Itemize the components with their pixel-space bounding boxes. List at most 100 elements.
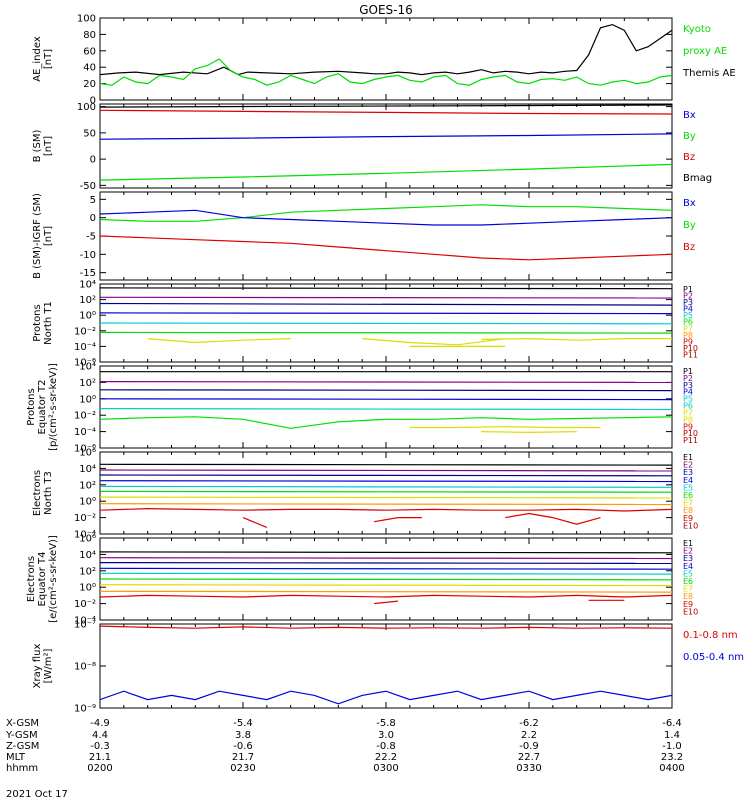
y-tick-label: 10² (79, 566, 96, 577)
series-label: E8 (683, 506, 693, 515)
series-line-e6 (100, 578, 672, 581)
series-group (100, 625, 672, 705)
y-tick-label: 10⁰ (79, 583, 96, 594)
y-tick-label: 10² (79, 480, 96, 491)
series-line-e3 (100, 474, 672, 477)
ephem-value: 3.8 (235, 730, 251, 741)
series-line-e10 (505, 512, 601, 525)
series-line-p3 (100, 302, 672, 306)
y-axis-label: ProtonsNorth T1 (32, 301, 54, 345)
series-line-p7 (409, 426, 601, 429)
y-tick-label: 10⁰ (79, 497, 96, 508)
y-tick-label: 10⁴ (79, 464, 96, 475)
series-label: P6 (683, 318, 693, 327)
series-label: P9 (683, 422, 693, 431)
ephem-value: -6.2 (519, 718, 539, 729)
series-label: E1 (683, 539, 693, 548)
y-tick-label: 10² (79, 295, 96, 306)
series-group (100, 204, 672, 261)
y-tick-label: 10² (79, 378, 96, 389)
panel-7: 10⁶ 10⁴ 10² 10⁰ 10⁻² 10⁻⁴ ElectronsEquator T4[… (26, 534, 698, 627)
series-label: E7 (683, 499, 693, 508)
series-label: Bz (683, 152, 695, 163)
series-line-0-05-0-4-nm (100, 690, 672, 705)
series-label: E10 (683, 521, 698, 530)
series-label: P6 (683, 402, 693, 411)
series-label: P8 (683, 331, 693, 340)
y-axis-label: AE_index[nT] (32, 36, 54, 82)
series-line-e2 (100, 557, 672, 560)
series-label: E1 (683, 453, 693, 462)
series-label: P10 (683, 344, 698, 353)
series-line-e8 (100, 590, 672, 593)
series-label: P9 (683, 337, 693, 346)
panel-8: 10⁻⁷ 10⁻⁸ 10⁻⁹ Xray flux[W/m²] 0.1-0.8 nm 0.0… (32, 620, 744, 715)
series-line-e2 (100, 469, 672, 472)
series-line-e7 (100, 496, 672, 499)
ephem-value: 22.2 (375, 752, 397, 763)
panel-4: 10⁴ 10² 10⁰ 10⁻² 10⁻⁴ 10⁻⁶ ProtonsNorth T1 P1P2… (32, 280, 698, 369)
series-line-p8 (481, 431, 577, 434)
y-tick-label: 80 (83, 30, 96, 41)
y-tick-label: 5 (90, 195, 96, 206)
series-group (100, 287, 672, 347)
panel-frame (99, 191, 673, 281)
series-line-p7 (362, 338, 506, 346)
series-label: E6 (683, 577, 693, 586)
series-line-p4 (100, 398, 672, 401)
ephem-value: 4.4 (92, 730, 108, 741)
series-label: E7 (683, 585, 693, 594)
series-label: By (683, 220, 696, 231)
series-line-themis-ae (100, 66, 386, 76)
y-axis-label: ElectronsNorth T3 (32, 470, 54, 516)
y-tick-label: 0 (90, 213, 96, 224)
series-label: E9 (683, 600, 693, 609)
y-tick-label: 10⁻⁶ (74, 444, 96, 455)
panel-3: -15 -10 -5 0 5 B (SM)-IGRF (SM)[nT] Bx By Bz (32, 191, 696, 281)
figure-title: GOES-16 (359, 3, 413, 17)
y-tick-label: -10 (80, 250, 96, 261)
y-tick-label: 100 (77, 14, 96, 25)
series-line-e8 (100, 503, 672, 506)
series-label: 0.05-0.4 nm (683, 652, 744, 663)
series-line-p6 (100, 416, 672, 429)
y-tick-label: 10⁻² (74, 411, 96, 422)
series-label: P1 (683, 367, 693, 376)
series-label: E10 (683, 607, 698, 616)
series-label: P11 (683, 350, 698, 359)
series-line-p7 (147, 338, 291, 344)
series-line-bz (100, 235, 672, 261)
y-tick-label: 20 (83, 79, 96, 90)
ephem-value: -5.4 (233, 718, 253, 729)
series-label: E3 (683, 468, 693, 477)
series-label: Themis AE (682, 68, 736, 79)
ephem-value: -0.9 (519, 741, 539, 752)
series-label: P4 (683, 388, 693, 397)
y-tick-label: 10⁰ (79, 394, 96, 405)
series-label: proxy AE (683, 46, 727, 57)
series-line-p5 (100, 322, 672, 325)
y-axis-label: Xray flux[W/m²] (32, 644, 54, 689)
panel-5: 10⁴ 10² 10⁰ 10⁻² 10⁻⁴ 10⁻⁶ ProtonsEquator T2[p… (26, 362, 698, 455)
ephem-value: 0330 (516, 763, 541, 774)
series-label: E4 (683, 562, 693, 571)
y-tick-label: 10⁻⁴ (74, 342, 96, 353)
y-tick-label: 10⁻⁴ (74, 427, 96, 438)
date-label: 2021 Oct 17 (6, 789, 68, 800)
y-tick-label: 10⁴ (79, 550, 96, 561)
series-label: Bx (683, 110, 696, 121)
ephem-row-label: MLT (6, 752, 26, 763)
series-group (100, 463, 672, 528)
series-label: E2 (683, 461, 693, 470)
series-label: P7 (683, 408, 693, 417)
series-label: E4 (683, 476, 693, 485)
series-line-e10 (374, 600, 398, 605)
series-line-e10 (242, 517, 268, 528)
panels: 0 20 40 60 80 100 AE_index[nT] Kyoto proxy AE The… (26, 14, 744, 715)
series-line-bmag (100, 104, 672, 108)
series-line-e5 (100, 485, 672, 488)
ephem-row-label: Y-GSM (5, 730, 38, 741)
series-line-p5 (100, 408, 672, 411)
